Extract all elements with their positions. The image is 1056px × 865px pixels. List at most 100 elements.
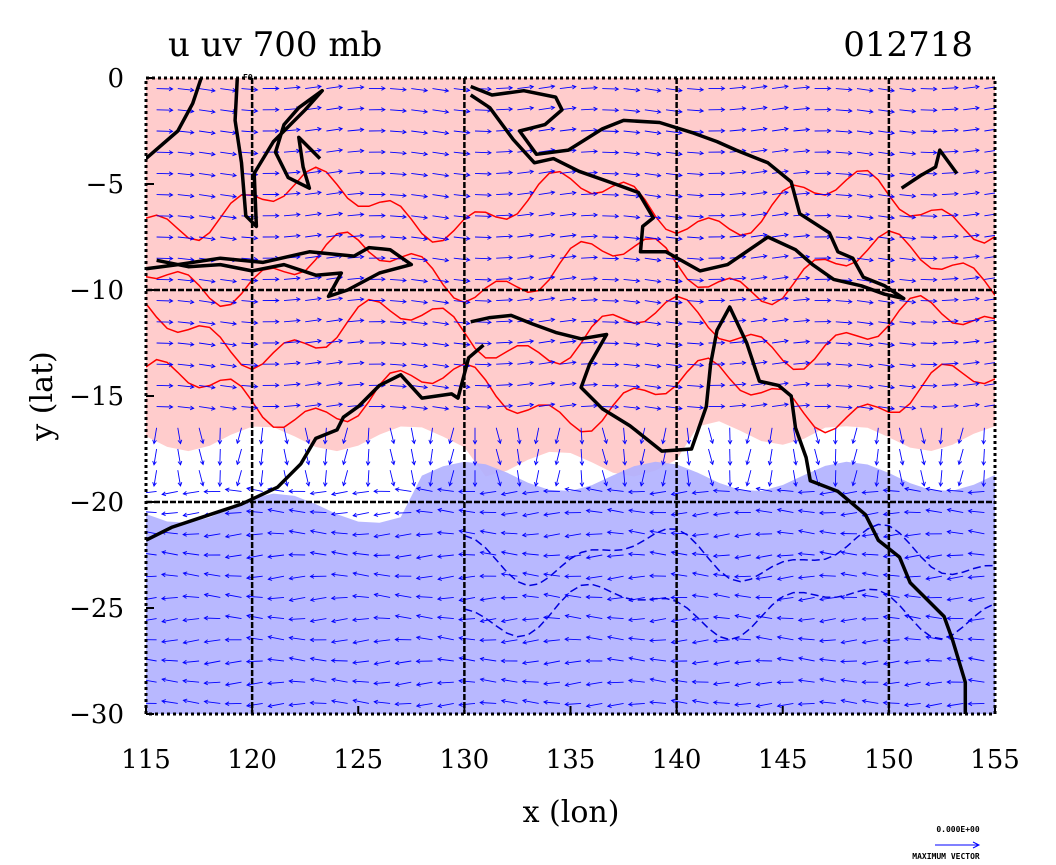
wind-vector <box>177 87 195 93</box>
wind-vector-shaft <box>395 660 412 664</box>
wind-vector-shaft <box>416 702 433 707</box>
wind-vector-head <box>593 276 599 281</box>
wind-vector-shaft <box>941 299 958 302</box>
wind-vector-head <box>720 340 726 346</box>
wind-vector-shaft <box>607 617 624 620</box>
wind-vector-shaft <box>390 321 407 324</box>
wind-vector <box>856 130 874 136</box>
wind-vector-shaft <box>623 427 626 444</box>
wind-vector <box>967 617 985 623</box>
wind-vector-head <box>997 149 1001 153</box>
wind-vector-head <box>508 318 514 324</box>
wind-vector <box>220 342 238 348</box>
wind-vector-head <box>352 551 357 556</box>
wind-vector-head <box>805 85 811 90</box>
wind-vector-shaft <box>162 618 178 623</box>
wind-vector <box>517 233 535 238</box>
wind-vector-shaft <box>963 319 980 323</box>
wind-vector <box>347 254 365 260</box>
wind-vector-head <box>869 172 874 178</box>
wind-vector <box>623 278 641 284</box>
wind-vector-shaft <box>305 276 322 280</box>
wind-vector <box>224 533 242 539</box>
wind-vector <box>903 660 921 665</box>
wind-vector-head <box>274 107 280 112</box>
wind-vector-shaft <box>390 151 407 154</box>
wind-vector-head <box>168 277 174 283</box>
wind-vector <box>708 340 726 346</box>
wind-vector-head <box>542 615 548 620</box>
wind-vector <box>750 232 768 238</box>
wind-vector <box>729 403 747 408</box>
wind-vector-shaft <box>496 150 513 153</box>
wind-vector-head <box>904 486 909 492</box>
wind-vector <box>559 190 577 196</box>
wind-vector-shaft <box>883 681 900 685</box>
wind-vector <box>538 317 556 323</box>
wind-vector <box>326 148 344 153</box>
wind-vector-shaft <box>581 129 598 132</box>
vector-key-value: 0.000E+00 <box>936 825 980 834</box>
wind-vector <box>708 149 726 155</box>
wind-vector-head <box>465 130 471 135</box>
wind-vector-shaft <box>926 636 942 641</box>
wind-vector <box>152 448 158 466</box>
wind-vector <box>347 148 365 154</box>
wind-vector <box>474 150 492 156</box>
wind-vector-shaft <box>517 276 534 280</box>
wind-vector-shaft <box>474 151 492 154</box>
contour-positive-8 <box>146 166 995 244</box>
wind-vector-shaft <box>538 149 555 153</box>
wind-vector <box>146 702 157 704</box>
wind-vector-shaft <box>644 236 661 240</box>
wind-vector-shaft <box>474 109 492 111</box>
wind-vector <box>203 592 221 598</box>
wind-vector-head <box>882 700 888 706</box>
wind-vector-shaft <box>586 533 603 536</box>
wind-vector <box>750 254 768 259</box>
wind-vector <box>882 660 900 666</box>
wind-vector-head <box>189 193 195 199</box>
wind-vector-shaft <box>777 509 794 514</box>
wind-vector <box>347 360 365 366</box>
wind-vector <box>458 508 476 514</box>
wind-vector-shaft <box>920 363 937 366</box>
wind-vector-head <box>734 593 739 598</box>
wind-vector <box>814 255 832 261</box>
wind-vector-shaft <box>146 658 157 662</box>
wind-vector <box>538 84 556 90</box>
wind-vector-shaft <box>453 342 470 346</box>
wind-vector-head <box>246 555 252 560</box>
wind-vector <box>262 107 280 112</box>
wind-vector-shaft <box>268 636 285 641</box>
wind-vector-head <box>762 317 768 323</box>
wind-vector <box>579 448 585 466</box>
wind-vector-head <box>338 126 344 132</box>
x-tick-label: 155 <box>970 745 1020 775</box>
wind-vector-head <box>267 657 272 662</box>
wind-vector-head <box>661 460 666 466</box>
wind-vector <box>347 381 365 387</box>
wind-vector-head <box>826 192 832 197</box>
wind-vector <box>245 635 263 641</box>
wind-vector-head <box>741 318 747 323</box>
wind-vector-shaft <box>750 128 767 132</box>
wind-vector <box>776 702 794 708</box>
wind-vector <box>203 660 221 666</box>
wind-vector-shaft <box>623 236 640 240</box>
wind-vector-head <box>351 678 357 684</box>
wind-vector-shaft <box>241 130 258 133</box>
wind-vector-shaft <box>835 215 852 218</box>
wind-vector <box>878 215 896 220</box>
wind-vector <box>559 211 577 217</box>
wind-vector-shaft <box>459 596 476 601</box>
wind-vector <box>670 512 688 517</box>
wind-vector-shaft <box>204 681 221 684</box>
wind-vector-shaft <box>713 639 730 642</box>
wind-vector <box>840 512 858 517</box>
wind-vector-shaft <box>772 340 789 344</box>
wind-vector-shaft <box>522 512 539 517</box>
wind-vector-head <box>593 212 599 218</box>
wind-vector-shaft <box>517 192 534 196</box>
wind-vector <box>522 571 539 577</box>
